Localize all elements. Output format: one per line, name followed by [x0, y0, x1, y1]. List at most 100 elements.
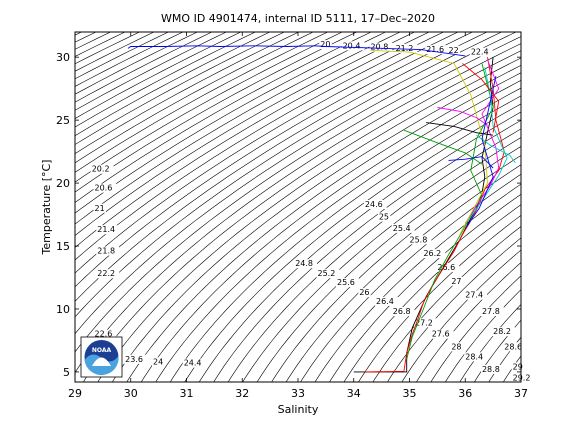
isopycnal-line: [169, 95, 521, 382]
isopycnal-label-text: 26.4: [376, 297, 394, 306]
isopycnal-label-text: 20.2: [92, 165, 110, 174]
isopycnal-label-bg: [96, 269, 120, 279]
isopycnal-line: [75, 32, 488, 302]
isopycnal-label-bg: [93, 203, 106, 213]
x-axis-label: Salinity: [278, 403, 319, 416]
x-tick-label: 33: [291, 387, 305, 400]
y-axis-label: Temperature [°C]: [40, 160, 53, 256]
profile-line: [476, 134, 516, 164]
isopycnal-label: 22: [447, 45, 460, 55]
x-tick-label: 36: [458, 387, 472, 400]
isopycnal-line: [401, 249, 521, 382]
isopycnal-line: [75, 32, 358, 193]
profile-line: [462, 63, 500, 133]
profile-line: [448, 156, 494, 169]
isopycnal-label: 24: [152, 357, 165, 367]
profile-line: [370, 49, 488, 235]
profile-line: [426, 122, 494, 136]
isopycnal-line: [271, 155, 521, 382]
isopycnal-line: [75, 32, 387, 214]
isopycnal-label: 20.8: [369, 42, 393, 52]
isopycnal-label-bg: [363, 200, 387, 209]
profile-line: [403, 129, 483, 165]
isopycnal-label-bg: [358, 288, 371, 298]
isopycnal-line: [75, 32, 285, 145]
isopycnal-label-text: 20: [320, 40, 330, 49]
isopycnal-line: [285, 164, 521, 382]
isopycnal-label-text: 27.8: [482, 307, 500, 316]
isopycnal-label: 25.4: [391, 223, 415, 233]
isopycnal-line: [343, 204, 521, 382]
y-tick-label: 15: [56, 240, 70, 253]
isopycnal-label-bg: [408, 235, 432, 245]
isopycnal-label-text: 24: [153, 357, 163, 366]
isopycnal-label: 21.4: [96, 225, 120, 235]
x-tick-label: 29: [68, 387, 82, 400]
isopycnal-label-text: 28.2: [493, 327, 511, 336]
isopycnal-line: [75, 32, 517, 335]
isopycnal-label-text: 29.2: [513, 374, 531, 383]
isopycnal-label: 26.8: [391, 307, 415, 317]
isopycnal-label-text: 21.6: [426, 45, 444, 54]
isopycnal-label: 24.6: [363, 200, 387, 209]
isopycnal-label-bg: [464, 352, 488, 362]
isopycnal-label-bg: [391, 223, 415, 233]
isopycnal-line: [242, 137, 521, 382]
x-tick-label: 32: [235, 387, 249, 400]
isopycnal-label-bg: [414, 318, 437, 328]
isopycnal-label-text: 27: [451, 277, 461, 286]
isopycnal-label: 21: [93, 203, 106, 213]
isopycnal-label-bg: [96, 225, 120, 235]
isopycnal-label: 25: [377, 212, 391, 222]
isopycnal-line: [372, 226, 521, 382]
isopycnal-line: [75, 32, 459, 274]
isopycnal-line: [387, 237, 521, 382]
isopycnal-label: 21.6: [425, 45, 449, 55]
isopycnal-label-bg: [503, 342, 527, 352]
isopycnal-label-bg: [124, 354, 147, 364]
isopycnal-label: 27: [450, 276, 463, 286]
isopycnal-line: [314, 183, 521, 382]
isopycnal-line: [75, 32, 300, 154]
isopycnal-labels: 20 20.4 20.8 21.2 21.6 22 22.4 20.2 20.6 21 21.4 21…: [90, 40, 535, 383]
profile-line: [464, 59, 500, 224]
isopycnal-line: [198, 111, 521, 382]
isopycnal-line: [75, 32, 372, 203]
isopycnal-label-text: 24.6: [365, 200, 383, 209]
isopycnal-label-text: 26: [359, 288, 369, 297]
isopycnal-label-text: 24.4: [184, 359, 202, 368]
isopycnal-label: 27.8: [480, 307, 504, 317]
isopycnal-label-bg: [511, 362, 525, 372]
isopycnal-line: [75, 36, 521, 353]
isopycnal-line: [430, 275, 521, 382]
isopycnal-label-text: 23.6: [125, 355, 143, 364]
isopycnal-line: [300, 173, 521, 382]
isopycnal-label-text: 21.8: [97, 247, 115, 256]
isopycnal-label-bg: [294, 259, 318, 269]
isopycnal-label-bg: [341, 41, 365, 51]
y-tick-label: 30: [56, 51, 70, 64]
isopycnal-line: [75, 32, 271, 137]
isopycnal-label-bg: [316, 269, 340, 279]
isopycnal-label-bg: [391, 307, 415, 317]
profile-line: [437, 107, 488, 126]
noaa-logo: NOAA: [80, 336, 123, 378]
isopycnal-label: 29.2: [511, 373, 535, 383]
isopycnal-label-bg: [450, 276, 463, 286]
isopycnal-label-text: 22: [449, 46, 459, 55]
isopycnal-label: 25.2: [316, 269, 340, 279]
chart-title: WMO ID 4901474, internal ID 5111, 17–Dec…: [161, 12, 435, 25]
isopycnal-line: [75, 32, 213, 103]
isopycnal-label: 28.8: [480, 364, 504, 374]
isopycnal-label-text: 26.2: [423, 249, 441, 258]
isopycnal-label-text: 22.4: [471, 48, 489, 57]
isopycnal-label-bg: [182, 358, 206, 368]
isopycnal-label-text: 25.8: [410, 235, 428, 244]
isopycnal-label: 27.4: [464, 290, 488, 300]
isopycnal-label: 21.2: [394, 43, 418, 53]
profile-lines: [127, 45, 516, 373]
isopycnal-label-bg: [425, 45, 449, 55]
isopycnal-line: [75, 32, 199, 95]
isopycnal-label-text: 25: [379, 213, 389, 222]
isopycnal-label-bg: [152, 357, 165, 367]
